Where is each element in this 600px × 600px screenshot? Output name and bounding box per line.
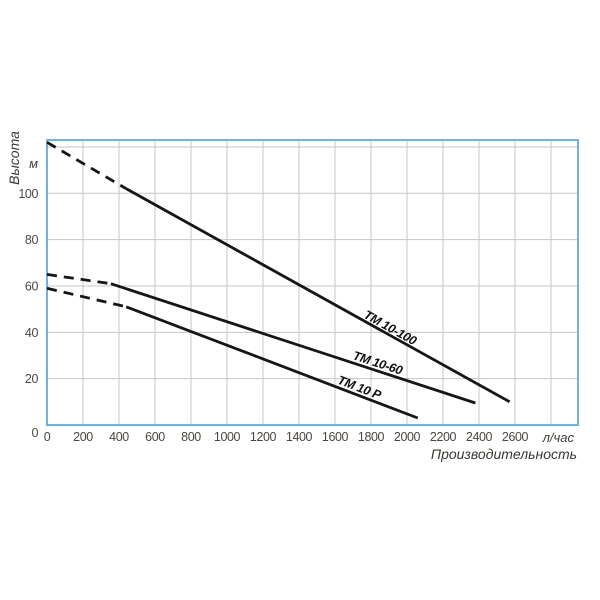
plot-frame xyxy=(46,139,579,426)
y-tick-label-40: 40 xyxy=(25,326,39,340)
curve-solid-tm-10-p xyxy=(125,305,419,420)
y-tick-label-100: 100 xyxy=(18,187,38,201)
x-tick-label-800: 800 xyxy=(181,430,201,444)
x-tick-label-200: 200 xyxy=(73,430,93,444)
x-tick-label-400: 400 xyxy=(109,430,129,444)
curve-dashed-tm-10-p xyxy=(46,286,127,309)
x-tick-label-1400: 1400 xyxy=(286,430,313,444)
x-tick-label-1600: 1600 xyxy=(322,430,349,444)
x-tick-label-600: 600 xyxy=(145,430,165,444)
y-tick-label-20: 20 xyxy=(25,372,39,386)
y-tick-label-80: 80 xyxy=(25,233,39,247)
x-axis-unit: л/час xyxy=(542,430,575,445)
y-axis-unit: м xyxy=(29,156,38,171)
x-axis-title: Производительность xyxy=(431,446,577,462)
x-tick-label-1200: 1200 xyxy=(250,430,277,444)
curve-label-tm-10-100: TM 10-100 xyxy=(361,308,419,348)
x-tick-label-2400: 2400 xyxy=(466,430,493,444)
x-tick-label-0: 0 xyxy=(44,430,51,444)
curve-label-tm-10-60: TM 10-60 xyxy=(351,349,404,378)
curve-label-tm-10-p: TM 10 P xyxy=(336,373,384,403)
x-tick-label-1800: 1800 xyxy=(358,430,385,444)
x-tick-label-2200: 2200 xyxy=(430,430,457,444)
y-tick-label-0: 0 xyxy=(31,426,38,440)
ticks-layer: 0 200 400 600 800 1000 1200 1400 1600 1800 2000 220… xyxy=(18,187,529,444)
grid-layer xyxy=(47,140,578,425)
y-tick-label-60: 60 xyxy=(25,280,39,294)
x-tick-label-2600: 2600 xyxy=(502,430,529,444)
x-tick-label-1000: 1000 xyxy=(214,430,241,444)
curve-dashed-tm-10-60 xyxy=(46,273,112,286)
y-axis-title: Высота xyxy=(6,131,22,185)
x-tick-label-2000: 2000 xyxy=(394,430,421,444)
curve-solid-tm-10-60 xyxy=(110,282,476,405)
curve-solid-tm-10-100 xyxy=(125,187,511,404)
curve-dashed-tm-10-100 xyxy=(46,141,127,190)
